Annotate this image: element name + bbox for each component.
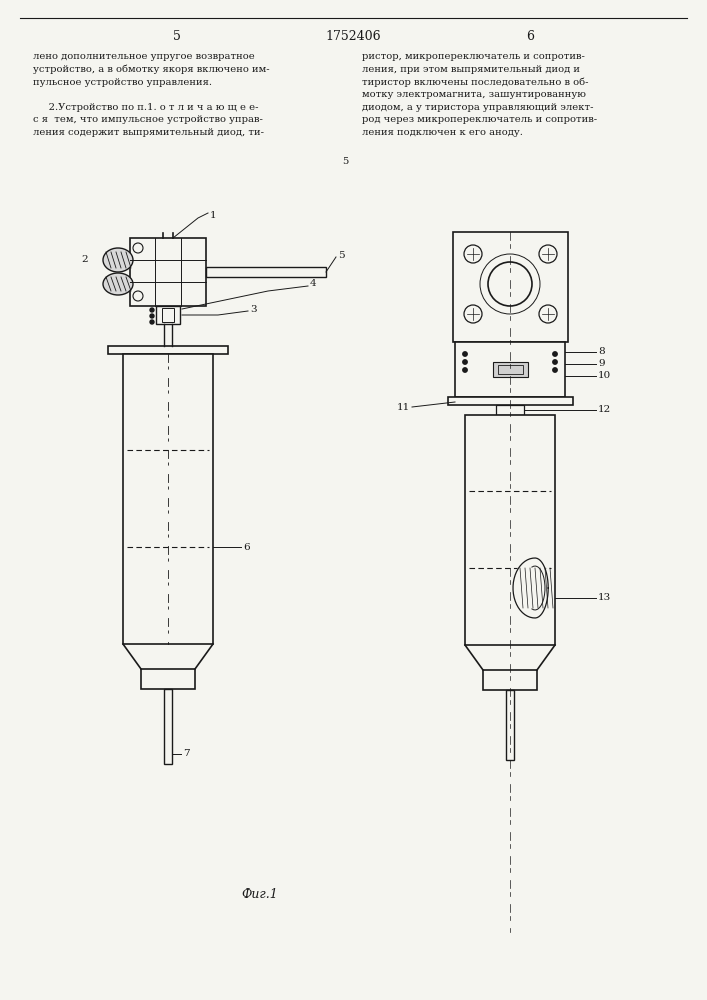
Text: Фиг.1: Фиг.1 [242, 888, 279, 902]
Bar [130, 238, 206, 306]
Polygon shape [513, 558, 548, 618]
Text: 1: 1 [210, 211, 216, 220]
Text: 5: 5 [338, 250, 344, 259]
Text: 11: 11 [397, 402, 410, 412]
Text: 2: 2 [82, 255, 88, 264]
Bar [206, 267, 326, 277]
Ellipse shape [103, 273, 133, 295]
Bar [448, 397, 573, 405]
Bar [123, 354, 213, 644]
Ellipse shape [103, 248, 133, 272]
Text: 13: 13 [598, 593, 612, 602]
Circle shape [150, 314, 154, 318]
Circle shape [150, 308, 154, 312]
Circle shape [553, 352, 557, 356]
Circle shape [463, 352, 467, 356]
Text: 6: 6 [243, 542, 250, 552]
Bar [141, 669, 195, 689]
Bar [455, 342, 565, 397]
Circle shape [150, 320, 154, 324]
Bar [156, 306, 180, 324]
Text: ристор, микропереключатель и сопротив-
ления, при этом выпрямительный диод и
тир: ристор, микропереключатель и сопротив- л… [362, 52, 597, 137]
Text: 3: 3 [250, 304, 257, 314]
Text: лено дополнительное упругое возвратное
устройство, а в обмотку якоря включено им: лено дополнительное упругое возвратное у… [33, 52, 269, 137]
Text: 6: 6 [526, 29, 534, 42]
Bar [465, 415, 555, 645]
Bar [164, 689, 172, 764]
Bar [506, 690, 514, 760]
Circle shape [463, 368, 467, 372]
Bar [493, 362, 528, 377]
Bar [453, 232, 568, 342]
Bar [483, 670, 537, 690]
Text: 7: 7 [183, 750, 189, 758]
Text: 5: 5 [341, 157, 348, 166]
Bar [108, 346, 228, 354]
Text: 8: 8 [598, 348, 604, 357]
Circle shape [553, 360, 557, 364]
Text: 12: 12 [598, 406, 612, 414]
Text: 4: 4 [310, 279, 317, 288]
Text: 9: 9 [598, 360, 604, 368]
Text: 10: 10 [598, 371, 612, 380]
Circle shape [463, 360, 467, 364]
Bar [498, 365, 523, 374]
Bar [162, 308, 174, 322]
Text: 1752406: 1752406 [325, 29, 381, 42]
Text: 5: 5 [173, 29, 181, 42]
Circle shape [553, 368, 557, 372]
Bar [496, 405, 524, 415]
